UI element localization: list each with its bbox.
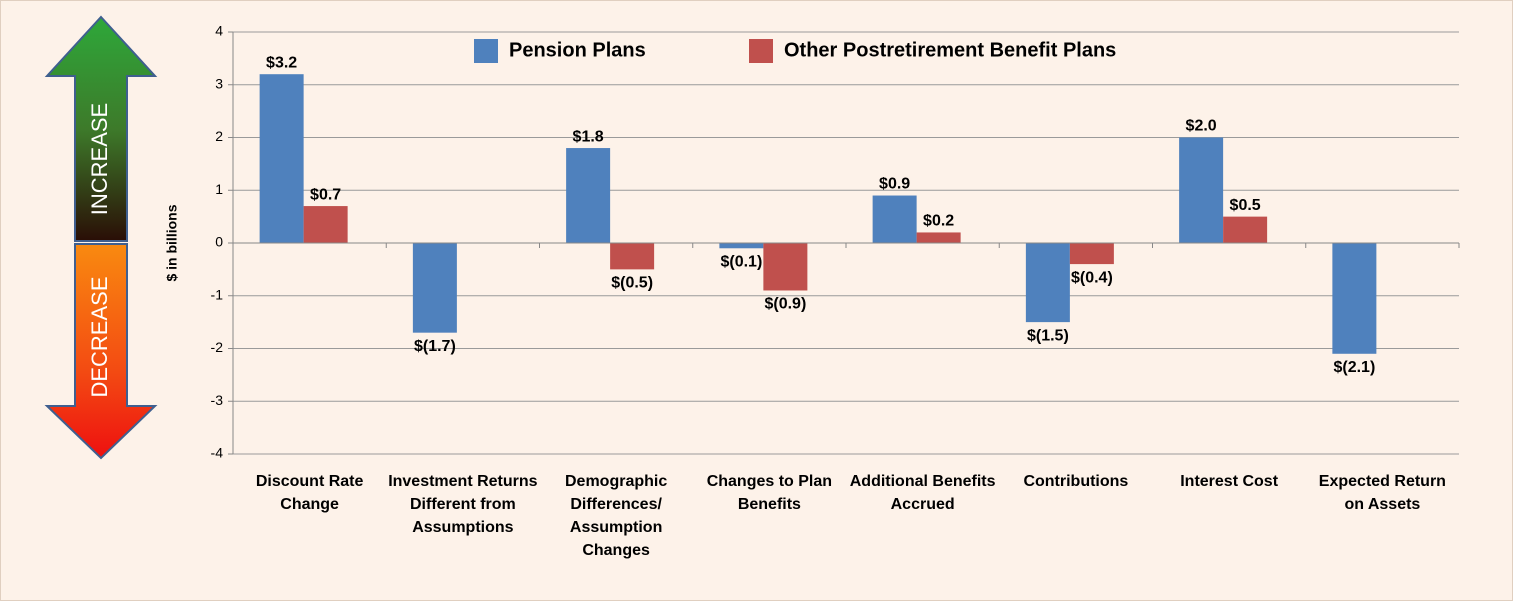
y-tick-label: -4	[211, 445, 224, 461]
y-tick-label: 4	[215, 23, 223, 39]
data-label: $1.8	[573, 128, 604, 145]
bar	[610, 243, 655, 270]
x-tick-label: Demographic Differences/ Assumption Chan…	[565, 473, 668, 559]
bar	[1025, 243, 1070, 323]
data-label: $0.2	[923, 213, 954, 230]
data-label: $0.9	[879, 176, 910, 193]
data-label: $3.2	[266, 54, 297, 71]
data-label: $0.5	[1230, 197, 1261, 214]
bar	[303, 206, 348, 243]
y-tick-label: 0	[215, 234, 223, 250]
x-tick-label: Additional Benefits Accrued	[849, 473, 996, 513]
y-tick-label: 3	[215, 75, 223, 91]
data-label: $2.0	[1186, 118, 1217, 135]
x-tick-label: Expected Return on Assets	[1318, 473, 1446, 513]
data-label: $(0.9)	[764, 296, 806, 313]
legend-label: Other Postretirement Benefit Plans	[784, 39, 1116, 61]
x-tick-label: Changes to Plan Benefits	[706, 473, 833, 513]
bar	[412, 243, 457, 333]
y-tick-label: -2	[211, 339, 224, 355]
bar	[1069, 243, 1114, 265]
y-tick-label: -1	[211, 286, 224, 302]
increase-arrow	[44, 15, 158, 242]
x-tick-label: Interest Cost	[1180, 473, 1279, 490]
y-tick-label: 2	[215, 128, 223, 144]
data-label: $(1.5)	[1027, 327, 1069, 344]
legend-label: Pension Plans	[509, 39, 646, 61]
data-label: $(0.1)	[720, 253, 762, 270]
bar	[259, 74, 304, 243]
bar	[763, 243, 808, 291]
bar	[872, 195, 917, 243]
data-label: $0.7	[310, 186, 341, 203]
x-tick-label: Investment Returns Different from Assump…	[388, 473, 538, 536]
y-axis-title: $ in billions	[164, 204, 180, 281]
y-tick-label: 1	[215, 181, 223, 197]
data-label: $(0.4)	[1071, 269, 1113, 286]
data-label: $(2.1)	[1333, 359, 1375, 376]
bar	[1179, 137, 1224, 243]
data-label: $(0.5)	[611, 275, 653, 292]
data-label: $(1.7)	[414, 338, 456, 355]
bar	[719, 243, 764, 249]
legend-swatch	[474, 39, 498, 63]
legend-swatch	[749, 39, 773, 63]
bar	[916, 232, 961, 243]
increase-label: INCREASE	[87, 103, 112, 215]
x-tick-label: Contributions	[1023, 473, 1129, 490]
bar	[1223, 216, 1268, 243]
x-tick-label: Discount Rate Change	[255, 473, 364, 513]
bar	[1332, 243, 1377, 354]
y-tick-label: -3	[211, 392, 224, 408]
decrease-arrow	[44, 243, 158, 460]
decrease-label: DECREASE	[87, 276, 112, 397]
bar	[566, 148, 611, 243]
